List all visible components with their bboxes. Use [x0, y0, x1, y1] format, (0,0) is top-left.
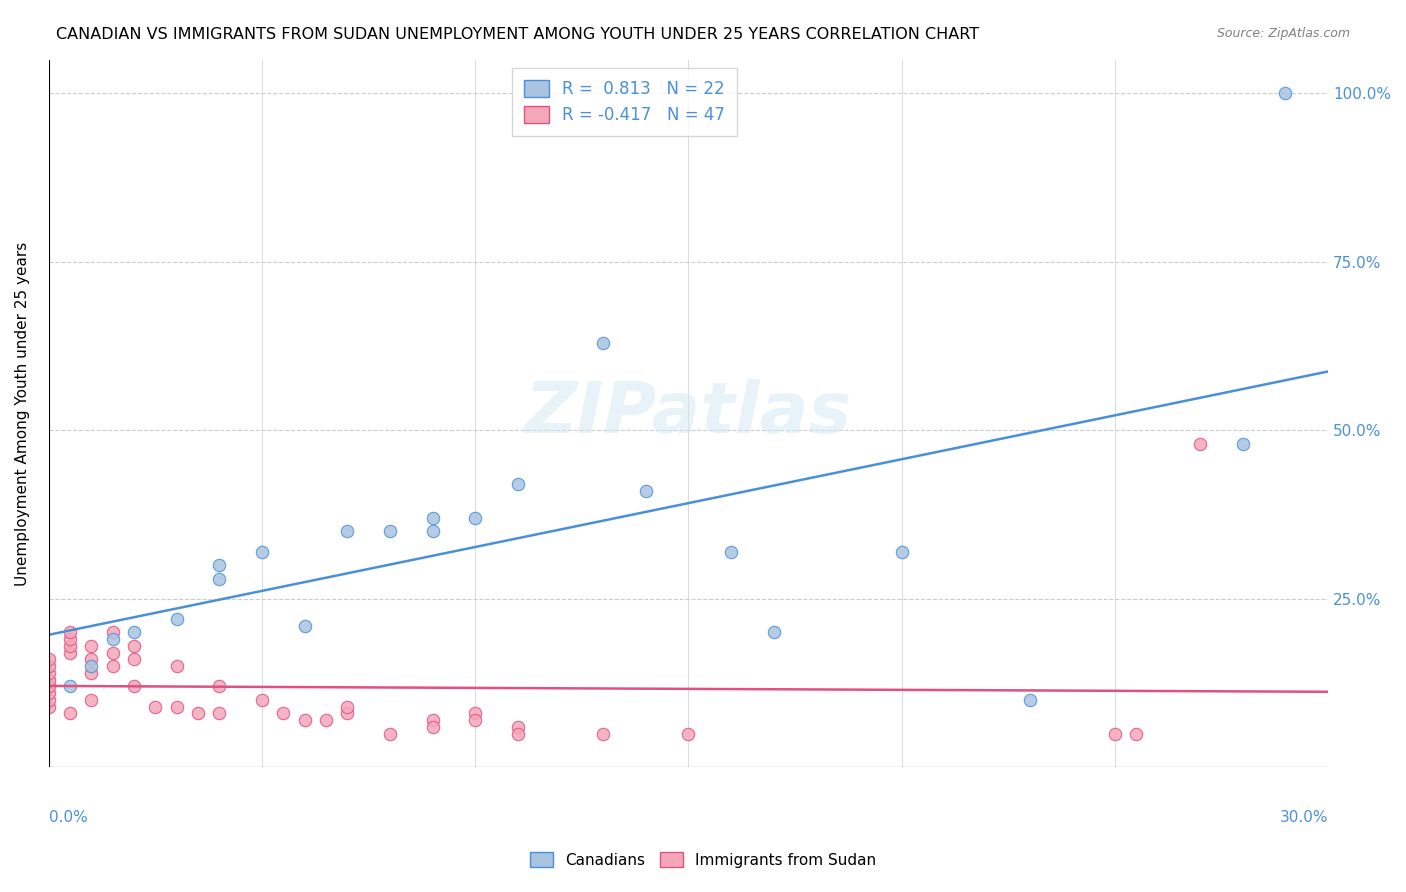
- Point: [271, 706, 294, 721]
- Point: [59, 639, 82, 653]
- Point: [122, 652, 145, 666]
- Point: [38, 665, 60, 680]
- Point: [422, 511, 444, 525]
- Point: [122, 679, 145, 693]
- Point: [38, 693, 60, 707]
- Point: [80, 665, 103, 680]
- Point: [422, 524, 444, 539]
- Point: [464, 706, 486, 721]
- Point: [592, 726, 614, 740]
- Y-axis label: Unemployment Among Youth under 25 years: Unemployment Among Youth under 25 years: [15, 242, 30, 585]
- Point: [890, 544, 912, 558]
- Point: [122, 625, 145, 640]
- Text: CANADIAN VS IMMIGRANTS FROM SUDAN UNEMPLOYMENT AMONG YOUTH UNDER 25 YEARS CORREL: CANADIAN VS IMMIGRANTS FROM SUDAN UNEMPL…: [56, 27, 980, 42]
- Point: [101, 659, 124, 673]
- Point: [166, 659, 188, 673]
- Point: [101, 625, 124, 640]
- Point: [422, 713, 444, 727]
- Point: [59, 706, 82, 721]
- Text: Source: ZipAtlas.com: Source: ZipAtlas.com: [1216, 27, 1350, 40]
- Point: [464, 511, 486, 525]
- Point: [378, 524, 401, 539]
- Point: [762, 625, 785, 640]
- Point: [38, 686, 60, 700]
- Point: [80, 639, 103, 653]
- Point: [336, 699, 359, 714]
- Legend: R =  0.813   N = 22, R = -0.417   N = 47: R = 0.813 N = 22, R = -0.417 N = 47: [512, 68, 737, 136]
- Point: [634, 483, 657, 498]
- Point: [166, 612, 188, 626]
- Point: [294, 618, 316, 632]
- Point: [1018, 693, 1040, 707]
- Point: [38, 673, 60, 687]
- Point: [166, 699, 188, 714]
- Point: [38, 699, 60, 714]
- Point: [208, 679, 231, 693]
- Point: [208, 706, 231, 721]
- Point: [59, 625, 82, 640]
- Point: [38, 652, 60, 666]
- Point: [1274, 87, 1296, 101]
- Point: [378, 726, 401, 740]
- Point: [294, 713, 316, 727]
- Point: [59, 632, 82, 647]
- Point: [250, 693, 273, 707]
- Point: [187, 706, 209, 721]
- Point: [38, 679, 60, 693]
- Point: [59, 679, 82, 693]
- Point: [80, 652, 103, 666]
- Point: [336, 706, 359, 721]
- Point: [506, 477, 529, 491]
- Point: [122, 639, 145, 653]
- Point: [592, 335, 614, 350]
- Point: [1232, 436, 1254, 450]
- Point: [38, 659, 60, 673]
- Point: [101, 632, 124, 647]
- Point: [315, 713, 337, 727]
- Point: [1125, 726, 1147, 740]
- Point: [208, 572, 231, 586]
- Point: [506, 726, 529, 740]
- Point: [506, 720, 529, 734]
- Text: ZIPatlas: ZIPatlas: [524, 379, 852, 448]
- Point: [208, 558, 231, 572]
- Point: [336, 524, 359, 539]
- Legend: Canadians, Immigrants from Sudan: Canadians, Immigrants from Sudan: [522, 844, 884, 875]
- Point: [80, 693, 103, 707]
- Point: [464, 713, 486, 727]
- Point: [145, 699, 167, 714]
- Point: [422, 720, 444, 734]
- Point: [80, 659, 103, 673]
- Point: [1104, 726, 1126, 740]
- Point: [250, 544, 273, 558]
- Point: [59, 646, 82, 660]
- Point: [1189, 436, 1212, 450]
- Text: 30.0%: 30.0%: [1279, 810, 1329, 825]
- Text: 0.0%: 0.0%: [49, 810, 87, 825]
- Point: [101, 646, 124, 660]
- Point: [678, 726, 700, 740]
- Point: [720, 544, 742, 558]
